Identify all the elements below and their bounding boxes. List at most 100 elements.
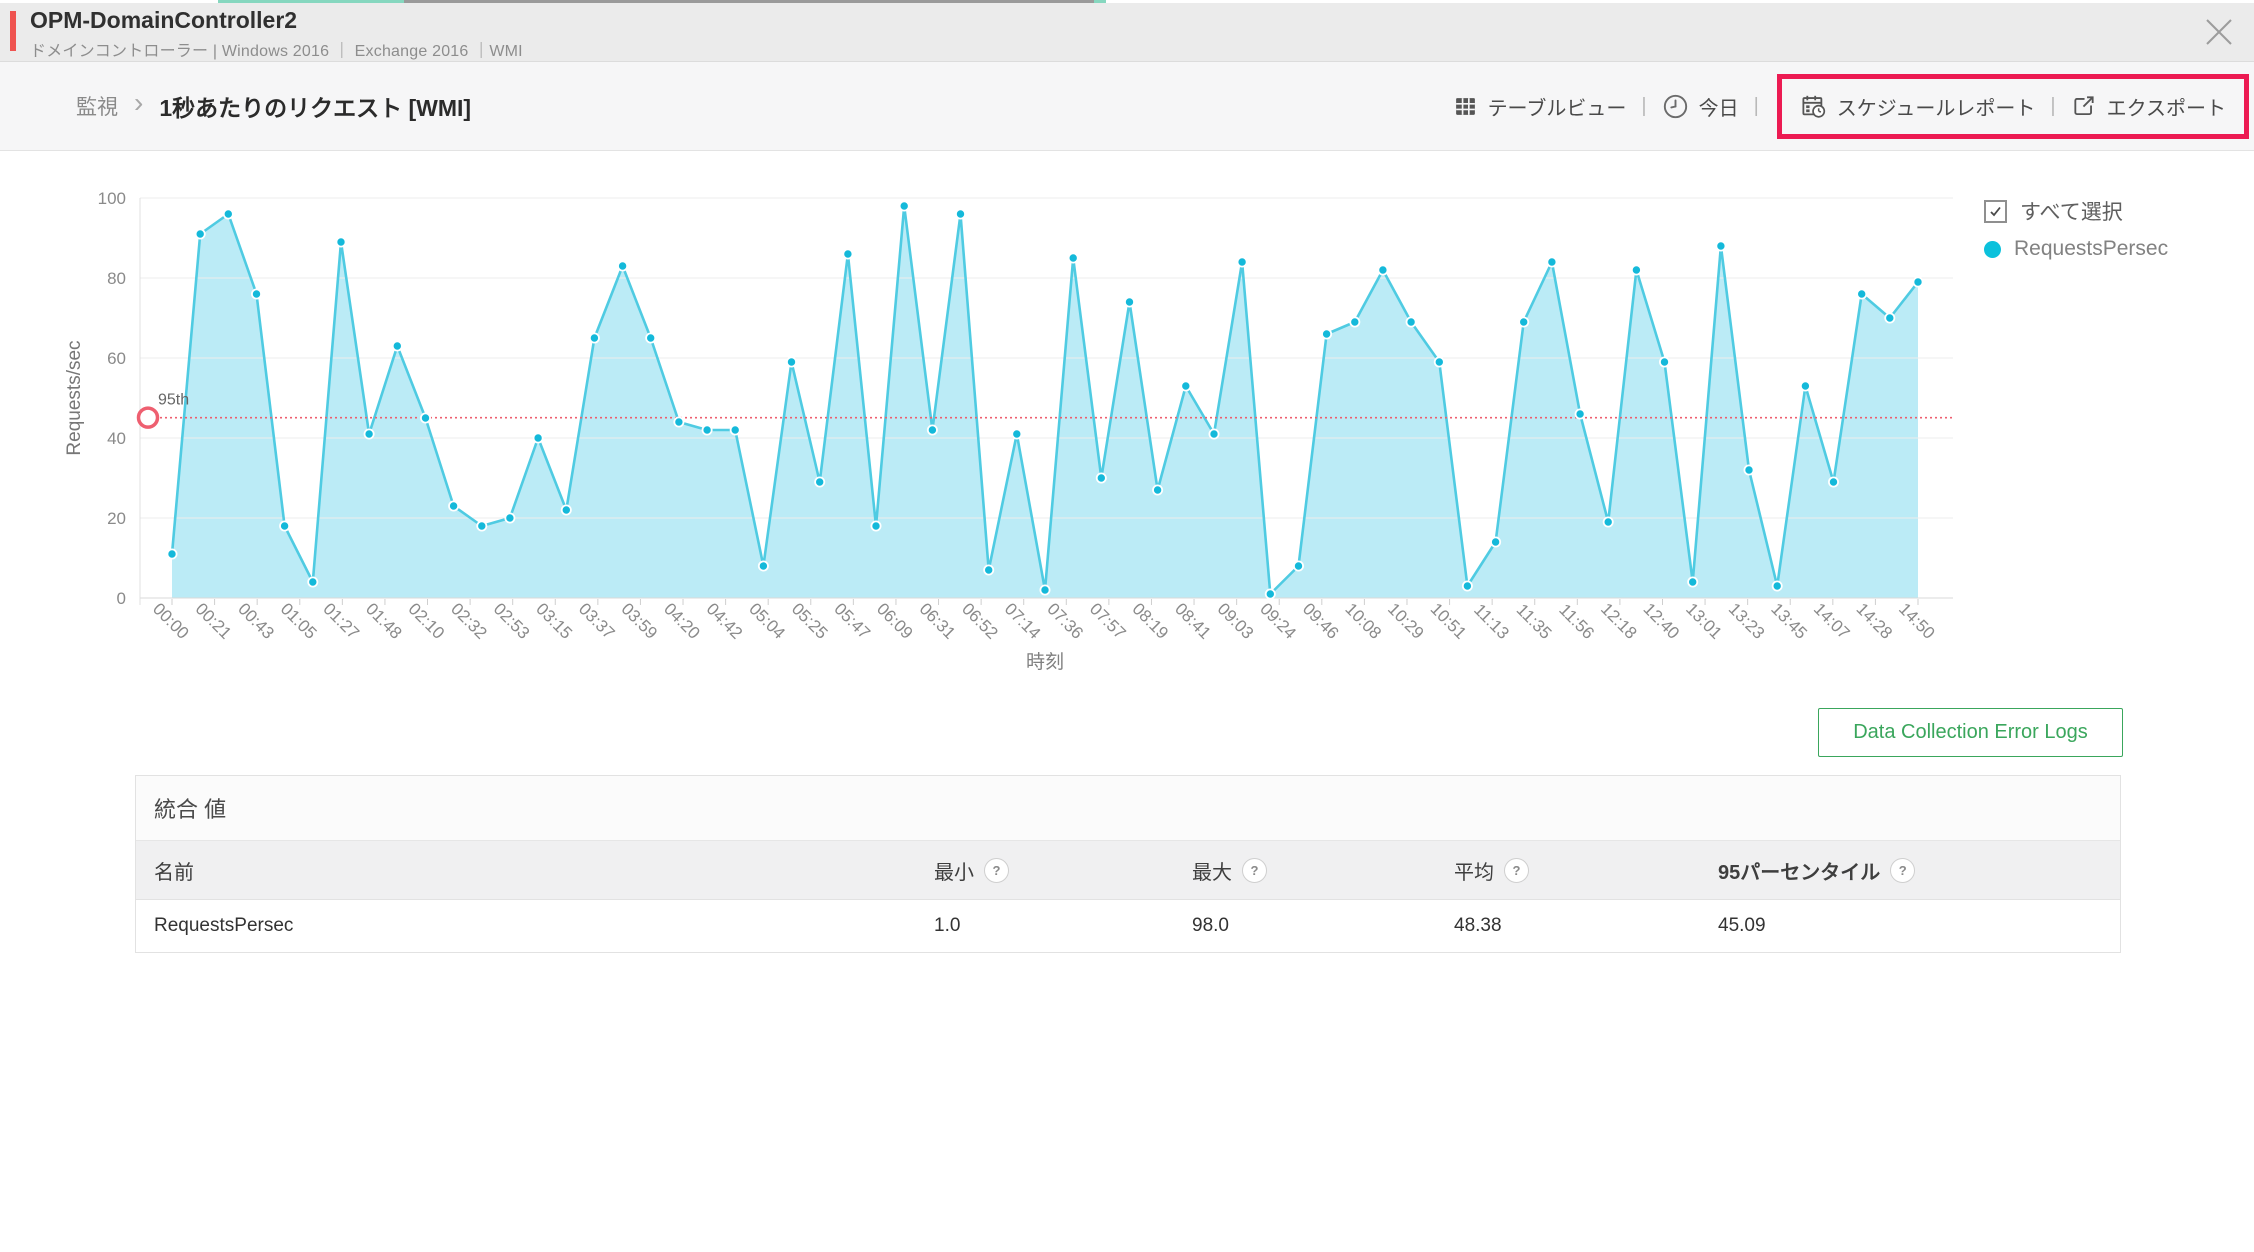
close-icon [2206, 19, 2232, 45]
breadcrumb-monitoring[interactable]: 監視 [76, 96, 118, 119]
svg-text:40: 40 [107, 429, 126, 448]
help-icon[interactable]: ? [1504, 857, 1529, 883]
dialog-header: OPM-DomainController2 ドメインコントローラー | Wind… [0, 3, 2254, 62]
svg-text:01:27: 01:27 [319, 599, 363, 643]
toolbar-separator: | [1641, 94, 1647, 117]
device-subtitle: ドメインコントローラー | Windows 2016 ｜ Exchange 20… [30, 43, 523, 60]
table-view-button[interactable]: テーブルビュー [1453, 92, 1627, 121]
cell-max: 98.0 [1192, 915, 1229, 936]
breadcrumb-toolbar-bar: 監視 › 1秒あたりのリクエスト [WMI] テーブルビュー | [0, 62, 2254, 151]
svg-text:60: 60 [107, 349, 126, 368]
svg-text:11:56: 11:56 [1555, 600, 1598, 643]
select-all-row[interactable]: すべて選択 [1984, 196, 2168, 226]
table-title: 統合 値 [136, 776, 2120, 841]
svg-text:12:40: 12:40 [1640, 599, 1684, 643]
svg-text:01:05: 01:05 [277, 599, 321, 643]
today-period-button[interactable]: 今日 [1662, 92, 1739, 121]
series-legend-item[interactable]: RequestsPersec [1984, 234, 2168, 264]
table-view-label: テーブルビュー [1487, 97, 1627, 120]
cell-min: 1.0 [934, 915, 961, 936]
svg-text:06:09: 06:09 [873, 599, 917, 643]
col-min: 最小 [934, 861, 974, 884]
svg-text:03:37: 03:37 [575, 599, 619, 643]
svg-text:13:01: 13:01 [1682, 599, 1726, 643]
svg-text:02:32: 02:32 [447, 599, 491, 643]
svg-text:06:52: 06:52 [958, 599, 1002, 643]
svg-text:11:13: 11:13 [1470, 600, 1513, 643]
select-all-label: すべて選択 [2020, 201, 2123, 224]
svg-text:07:57: 07:57 [1086, 599, 1130, 643]
cell-name: RequestsPersec [154, 915, 294, 936]
series-name: RequestsPersec [2014, 237, 2169, 260]
breadcrumb: 監視 › 1秒あたりのリクエスト [WMI] [76, 62, 471, 150]
svg-text:00:21: 00:21 [192, 599, 236, 643]
svg-text:00:43: 00:43 [234, 599, 278, 643]
requests-per-second-chart[interactable]: 0 20 40 60 80 100 95th 00:00 00:21 00:43 01:05 01:2… [0, 150, 2254, 695]
toolbar: テーブルビュー | 今日 | [1453, 62, 2249, 150]
schedule-report-button[interactable]: スケジュールレポート [1800, 92, 2036, 121]
check-icon [1990, 206, 2001, 216]
device-title: OPM-DomainController2 [30, 7, 298, 33]
svg-text:08:19: 08:19 [1129, 599, 1173, 643]
help-icon[interactable]: ? [1890, 857, 1916, 883]
svg-text:10:29: 10:29 [1384, 599, 1428, 643]
table-icon [1455, 97, 1475, 115]
svg-text:08:41: 08:41 [1171, 599, 1215, 643]
svg-text:05:04: 05:04 [745, 599, 789, 643]
series-color-dot-icon [1984, 240, 2001, 258]
top-edge-teal [218, 0, 404, 3]
svg-text:95th: 95th [158, 392, 189, 409]
svg-text:03:59: 03:59 [618, 599, 662, 643]
schedule-report-icon [1802, 95, 1825, 118]
table-header-row: 名前 最小 ? 最大 ? 平均 ? 95パーセンタイル ? [136, 841, 2120, 900]
svg-text:01:48: 01:48 [362, 599, 406, 643]
top-edge-gray [404, 0, 1094, 3]
export-icon [2074, 96, 2094, 116]
data-collection-error-logs-button[interactable]: Data Collection Error Logs [1818, 708, 2123, 757]
svg-text:10:08: 10:08 [1341, 599, 1385, 643]
close-button[interactable] [2202, 15, 2236, 49]
toolbar-separator: | [2050, 94, 2056, 117]
svg-text:Requests/sec: Requests/sec [64, 340, 85, 455]
export-button[interactable]: エクスポート [2071, 92, 2226, 121]
svg-text:12:18: 12:18 [1597, 599, 1641, 643]
svg-text:09:03: 09:03 [1214, 599, 1258, 643]
highlight-annotation-box: スケジュールレポート | エクスポート [1776, 73, 2249, 139]
svg-text:00:00: 00:00 [149, 599, 193, 643]
svg-text:02:53: 02:53 [490, 599, 534, 643]
svg-text:14:07: 14:07 [1810, 599, 1854, 643]
help-icon[interactable]: ? [984, 857, 1009, 883]
svg-text:05:25: 05:25 [788, 599, 832, 643]
today-label: 今日 [1698, 97, 1739, 120]
svg-text:09:46: 09:46 [1299, 599, 1343, 643]
svg-text:13:23: 13:23 [1725, 599, 1769, 643]
help-icon[interactable]: ? [1242, 857, 1267, 883]
col-max: 最大 [1192, 861, 1232, 884]
svg-text:14:50: 14:50 [1895, 599, 1939, 643]
svg-text:06:31: 06:31 [916, 599, 960, 643]
top-edge-teal-2 [1094, 0, 1106, 3]
col-95th-percentile: 95パーセンタイル [1718, 861, 1881, 884]
svg-text:14:28: 14:28 [1853, 599, 1897, 643]
svg-text:09:24: 09:24 [1256, 599, 1300, 643]
toolbar-separator: | [1753, 94, 1759, 117]
svg-text:13:45: 13:45 [1767, 599, 1811, 643]
schedule-report-label: スケジュールレポート [1836, 97, 2036, 120]
svg-text:時刻: 時刻 [1026, 651, 1064, 673]
table-row: RequestsPersec 1.0 98.0 48.38 45.09 [136, 900, 2120, 952]
export-label: エクスポート [2106, 97, 2226, 120]
cell-95th: 45.09 [1718, 915, 1766, 936]
svg-text:0: 0 [117, 589, 126, 608]
svg-text:80: 80 [107, 269, 126, 288]
svg-text:03:15: 03:15 [532, 599, 576, 643]
svg-text:04:42: 04:42 [703, 599, 747, 643]
select-all-checkbox[interactable] [1984, 199, 2007, 223]
svg-text:07:14: 07:14 [1001, 599, 1045, 643]
svg-text:04:20: 04:20 [660, 599, 704, 643]
svg-text:20: 20 [107, 509, 126, 528]
device-accent-bar [10, 11, 16, 51]
svg-text:07:36: 07:36 [1043, 599, 1087, 643]
cell-avg: 48.38 [1454, 915, 1502, 936]
col-name: 名前 [154, 861, 194, 884]
